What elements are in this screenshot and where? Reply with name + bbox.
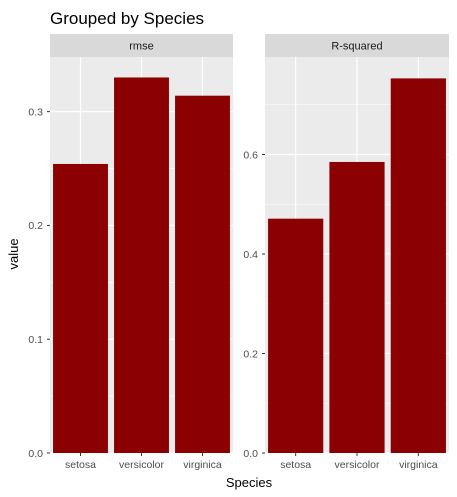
x-tick-label: virginica (399, 459, 438, 471)
y-tick-label: 0.2 (243, 348, 258, 360)
y-tick-label: 0.1 (28, 334, 43, 346)
bar-versicolor (114, 77, 169, 453)
bar-virginica (175, 95, 230, 454)
y-tick-label: 0.6 (243, 149, 258, 161)
y-tick-label: 0.0 (28, 448, 43, 460)
x-axis-title: Species (226, 475, 273, 490)
facet-panels: rmse 0.0 0.1 0.2 0.3 setosa versicolor virginic… (28, 34, 449, 471)
x-tick-label: setosa (280, 459, 311, 471)
x-tick-label: versicolor (335, 459, 380, 471)
y-axis-title: value (6, 238, 21, 269)
x-tick-label: setosa (65, 459, 96, 471)
facet-strip-label: R-squared (331, 41, 382, 53)
y-tick-label: 0.3 (28, 106, 43, 118)
x-tick-label: virginica (183, 459, 222, 471)
bar-setosa (53, 163, 108, 453)
y-tick-label: 0.2 (28, 220, 43, 232)
facet-strip-label: rmse (129, 41, 153, 53)
x-tick-label: versicolor (119, 459, 164, 471)
bar-setosa (268, 218, 324, 453)
bar-virginica (390, 78, 446, 453)
y-tick-label: 0.4 (243, 249, 258, 261)
facet-strip (50, 34, 233, 57)
facet-strip (265, 34, 449, 57)
y-tick-label: 0.0 (243, 448, 258, 460)
bar-versicolor (329, 161, 385, 453)
chart-title: Grouped by Species (50, 9, 204, 28)
